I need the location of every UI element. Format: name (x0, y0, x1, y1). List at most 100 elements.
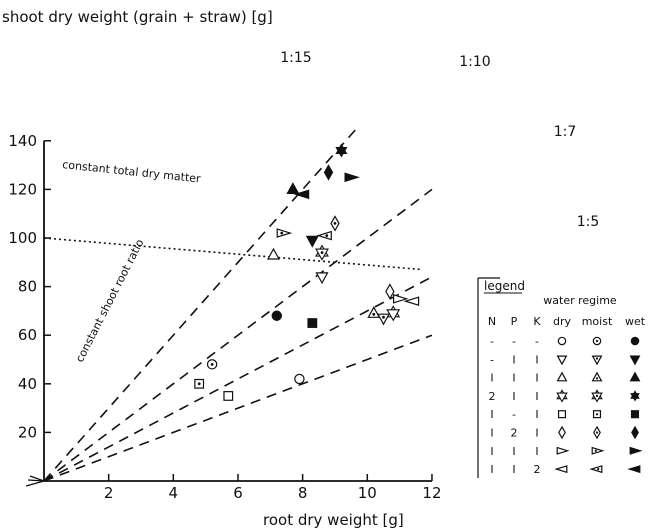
marker-triangle-up (556, 371, 568, 382)
legend-n-value: - (490, 335, 494, 348)
legend-k-value: I (535, 353, 538, 366)
legend-marker-moist-tri-down (591, 355, 603, 366)
data-point-wet-tri-down (305, 235, 319, 248)
data-point-moist-tri-down (376, 313, 391, 326)
x-tick-label: 2 (104, 484, 114, 502)
marker-triangle-down (629, 355, 641, 366)
marker-triangle-up (591, 371, 603, 382)
legend-p-value: - (512, 335, 516, 348)
legend-p-value: I (512, 353, 515, 366)
origin-arrow-stroke (29, 475, 45, 482)
data-point-wet-tri-up (286, 182, 300, 194)
legend-k-value: I (535, 372, 538, 385)
marker-center-dot (333, 222, 337, 225)
marker-center-dot (595, 339, 599, 343)
legend-marker-moist-star (591, 389, 603, 403)
x-tick-label: 12 (422, 484, 441, 502)
marker-triangle-down (305, 235, 319, 248)
legend-header: P (511, 315, 518, 328)
legend-marker-dry-circle (557, 336, 567, 346)
legend-marker-dry-tri-left (554, 465, 568, 474)
axes: 2 4 6 8 10 12 20 40 60 80 100 120 140 (8, 132, 441, 502)
marker-triangle-right (393, 293, 409, 304)
marker-triangle-right (276, 228, 293, 238)
data-point-wet-square (307, 318, 318, 328)
legend-n-value: I (490, 445, 493, 458)
legend-n-value: I (490, 427, 493, 440)
data-point-wet-tri-right (344, 172, 361, 183)
marker-center-dot (597, 467, 600, 471)
ratio-line (43, 276, 433, 482)
marker-center-dot (372, 312, 376, 316)
marker-triangle-up (367, 306, 381, 318)
marker-triangle-left (554, 465, 568, 474)
marker-circle (294, 373, 305, 385)
data-point-dry-tri-right (393, 293, 409, 304)
origin-arrow-stroke (25, 480, 45, 487)
marker-triangle-right (629, 446, 643, 455)
marker-square (630, 410, 640, 419)
data-point-moist-tri-right (276, 228, 293, 238)
data-point-dry-tri-up (266, 247, 281, 260)
marker-triangle-left (589, 465, 603, 474)
legend-marker-wet-circle (630, 336, 640, 346)
legend-k-value: I (535, 408, 538, 421)
marker-triangle-left (627, 465, 641, 474)
legend-k-value: I (535, 445, 538, 458)
legend-marker-wet-tri-up (629, 371, 641, 382)
marker-star-down (335, 147, 348, 158)
y-tick-label: 60 (18, 326, 37, 344)
legend-marker-moist-circle (592, 336, 602, 346)
marker-diamond (631, 425, 639, 440)
ratio-line (43, 188, 433, 482)
marker-star-down (386, 309, 401, 322)
legend-marker-dry-tri-right (556, 446, 570, 455)
data-point-wet-diamond (323, 164, 334, 181)
ratio-line (43, 125, 360, 482)
marker-triangle-down (315, 272, 329, 285)
ratio-line (43, 334, 433, 482)
legend-marker-moist-tri-left (589, 465, 603, 474)
legend-marker-wet-tri-left (627, 465, 641, 474)
marker-triangle-left (316, 230, 332, 241)
marker-center-dot (210, 362, 214, 366)
y-tick-label: 20 (18, 423, 37, 441)
legend-header: dry (553, 315, 572, 328)
y-tick-label: 140 (8, 132, 37, 150)
legend-group-label: water regime (543, 294, 617, 307)
marker-triangle-right (344, 172, 361, 183)
marker-star-down (591, 392, 603, 403)
data-point-wet-circle (271, 310, 282, 321)
x-tick-label: 6 (233, 484, 243, 502)
legend-marker-wet-diamond (631, 425, 639, 440)
data-point-moist-tri-up (367, 306, 381, 318)
legend-header: N (488, 315, 496, 328)
legend-marker-dry-tri-up (556, 371, 568, 382)
marker-circle (557, 336, 567, 346)
legend-marker-moist-tri-up (591, 371, 603, 382)
data-point-moist-star (315, 244, 329, 261)
data-point-dry-star (386, 305, 401, 322)
data-point-dry-circle (294, 373, 305, 385)
legend-marker-wet-tri-down (629, 355, 641, 366)
legend-marker-dry-diamond (558, 425, 566, 440)
marker-center-dot (382, 315, 385, 319)
marker-diamond (323, 164, 334, 181)
marker-triangle-right (591, 446, 605, 455)
marker-circle (271, 310, 282, 321)
x-tick-label: 4 (169, 484, 179, 502)
y-tick-label: 120 (8, 180, 37, 198)
x-tick-label: 10 (358, 484, 377, 502)
legend-n-value: 2 (489, 390, 496, 403)
legend-k-value: 2 (534, 463, 541, 476)
marker-center-dot (595, 413, 599, 416)
legend-p-value: 2 (511, 427, 518, 440)
ratio-line-label: 1:15 (280, 50, 311, 66)
legend-p-value: - (512, 408, 516, 421)
origin-arrow-stroke (27, 479, 45, 482)
legend-marker-wet-star (630, 390, 640, 402)
legend-header: moist (582, 315, 613, 328)
marker-center-dot (595, 377, 599, 380)
